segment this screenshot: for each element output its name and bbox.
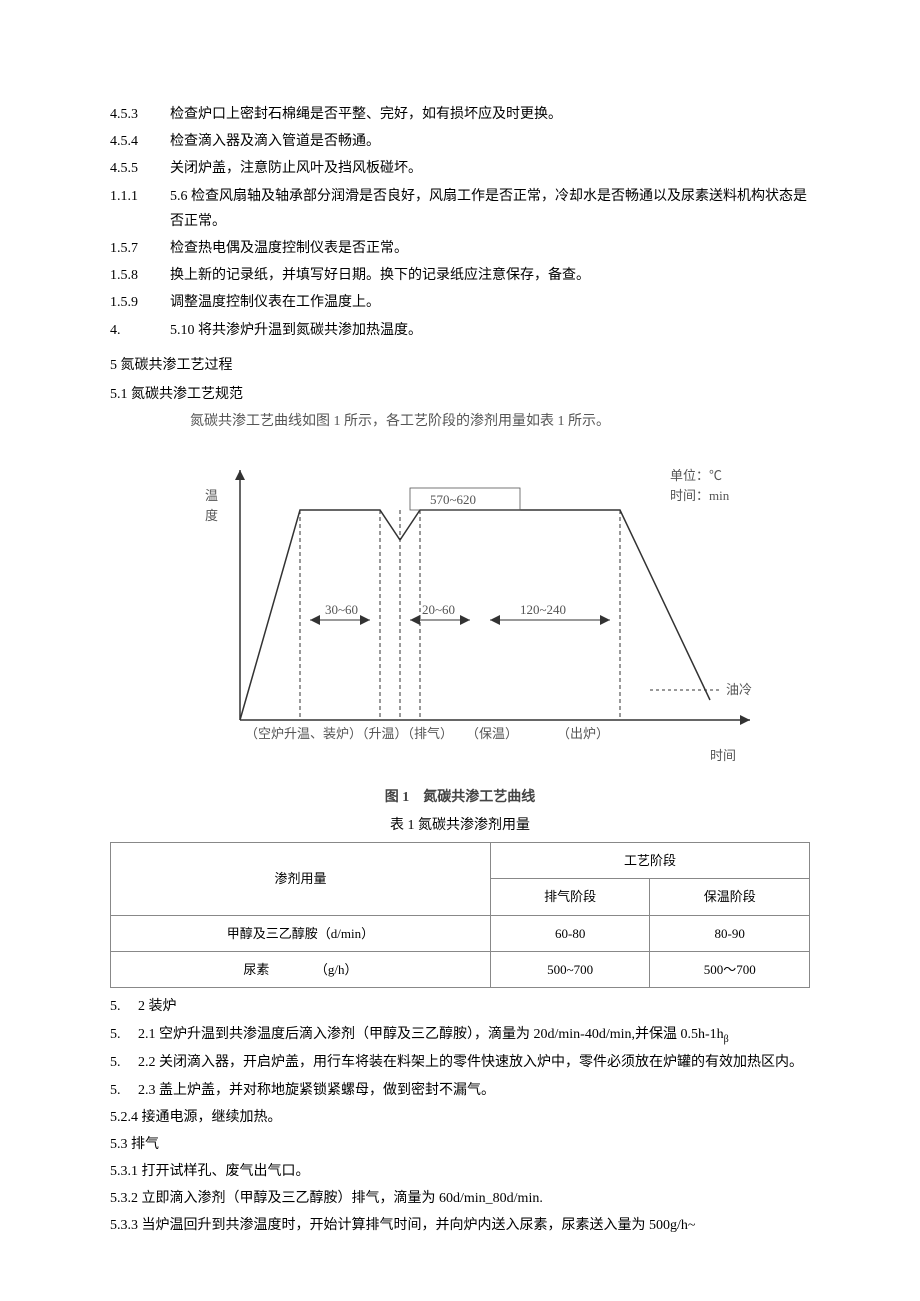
item-text: 检查热电偶及温度控制仪表是否正常。 [170, 236, 810, 261]
svg-text:单位：℃: 单位：℃ [670, 468, 722, 483]
item-text: 2 装炉 [138, 994, 810, 1019]
item-number: 5. [110, 1078, 130, 1103]
list-item: 5.3.3 当炉温回升到共渗温度时，开始计算排气时间，并向炉内送入尿素，尿素送入… [110, 1213, 810, 1238]
item-text: 换上新的记录纸，并填写好日期。换下的记录纸应注意保存，备查。 [170, 263, 810, 288]
list-item: 5.3.1 打开试样孔、废气出气口。 [110, 1159, 810, 1184]
process-curve-svg: 温度 单位：℃ 时间：min 570~620 30~60 20~60 120~240 油冷 （空… [110, 440, 810, 770]
table-cell: 60-80 [490, 915, 650, 951]
list-item: 4. 5.10 将共渗炉升温到氮碳共渗加热温度。 [110, 318, 810, 343]
svg-text:时间: 时间 [710, 748, 736, 763]
svg-text:时间：min: 时间：min [670, 488, 730, 503]
item-number: 4.5.3 [110, 102, 150, 127]
item-text: 5.10 将共渗炉升温到氮碳共渗加热温度。 [170, 318, 810, 343]
item-number: 5. [110, 1050, 130, 1075]
list-item: 1.5.8 换上新的记录纸，并填写好日期。换下的记录纸应注意保存，备查。 [110, 263, 810, 288]
list-item: 5.3.2 立即滴入渗剂（甲醇及三乙醇胺）排气，滴量为 60d/min_80d/… [110, 1186, 810, 1211]
table-row: 尿素 （g/h） 500~700 500～700 [111, 951, 810, 987]
svg-text:度: 度 [205, 508, 218, 523]
item-number: 1.5.9 [110, 290, 150, 315]
process-curve-chart: 温度 单位：℃ 时间：min 570~620 30~60 20~60 120~240 油冷 （空… [110, 440, 810, 779]
svg-text:30~60: 30~60 [325, 602, 358, 617]
item-number: 1.1.1 [110, 184, 150, 234]
svg-text:120~240: 120~240 [520, 602, 566, 617]
figure-1-caption: 图 1 氮碳共渗工艺曲线 [110, 785, 810, 810]
item-number: 4.5.5 [110, 156, 150, 181]
list-item: 5. 2.3 盖上炉盖，并对称地旋紧锁紧螺母，做到密封不漏气。 [110, 1078, 810, 1103]
item-text: 2.3 盖上炉盖，并对称地旋紧锁紧螺母，做到密封不漏气。 [138, 1078, 810, 1103]
list-item: 1.5.7 检查热电偶及温度控制仪表是否正常。 [110, 236, 810, 261]
item-number: 4. [110, 318, 150, 343]
list-item: 4.5.5 关闭炉盖，注意防止风叶及挡风板碰坏。 [110, 156, 810, 181]
table-cell: 尿素 （g/h） [111, 951, 491, 987]
item-text: 关闭炉盖，注意防止风叶及挡风板碰坏。 [170, 156, 810, 181]
list-item: 5. 2 装炉 [110, 994, 810, 1019]
table-header-usage: 渗剂用量 [111, 842, 491, 915]
list-item: 5. 2.2 关闭滴入器，开启炉盖，用行车将装在料架上的零件快速放入炉中，零件必须… [110, 1050, 810, 1075]
svg-text:油冷: 油冷 [726, 682, 752, 697]
table-header-holding: 保温阶段 [650, 879, 810, 915]
table-cell: 80-90 [650, 915, 810, 951]
table-1-caption: 表 1 氮碳共渗渗剂用量 [110, 813, 810, 838]
svg-text:温: 温 [205, 488, 218, 503]
table-header-exhaust: 排气阶段 [490, 879, 650, 915]
item-text: 5.6 检查风扇轴及轴承部分润滑是否良好，风扇工作是否正常，冷却水是否畅通以及尿… [170, 184, 810, 234]
list-item: 4.5.4 检查滴入器及滴入管道是否畅通。 [110, 129, 810, 154]
item-number: 4.5.4 [110, 129, 150, 154]
item-text: 调整温度控制仪表在工作温度上。 [170, 290, 810, 315]
furnace-loading-steps-list: 5. 2 装炉 5. 2.1 空炉升温到共渗温度后滴入渗剂（甲醇及三乙醇胺），滴量为 … [110, 994, 810, 1238]
list-item: 4.5.3 检查炉口上密封石棉绳是否平整、完好，如有损坏应及时更换。 [110, 102, 810, 127]
svg-text:570~620: 570~620 [430, 492, 476, 507]
subscript: β [724, 1033, 729, 1044]
item-number: 1.5.7 [110, 236, 150, 261]
table-row: 甲醇及三乙醇胺（d/min） 60-80 80-90 [111, 915, 810, 951]
list-item: 5. 2.1 空炉升温到共渗温度后滴入渗剂（甲醇及三乙醇胺），滴量为 20d/mi… [110, 1022, 810, 1049]
section-5-1-heading: 5.1 氮碳共渗工艺规范 [110, 382, 810, 407]
reagent-dosage-table: 渗剂用量 工艺阶段 排气阶段 保温阶段 甲醇及三乙醇胺（d/min） 60-80… [110, 842, 810, 989]
item-text: 检查滴入器及滴入管道是否畅通。 [170, 129, 810, 154]
list-item: 1.1.1 5.6 检查风扇轴及轴承部分润滑是否良好，风扇工作是否正常，冷却水是否… [110, 184, 810, 234]
section-5-heading: 5 氮碳共渗工艺过程 [110, 353, 810, 378]
item-number: 5. [110, 1022, 130, 1049]
table-cell: 500～700 [650, 951, 810, 987]
table-row: 渗剂用量 工艺阶段 [111, 842, 810, 878]
table-cell: 500~700 [490, 951, 650, 987]
list-item: 1.5.9 调整温度控制仪表在工作温度上。 [110, 290, 810, 315]
svg-text:20~60: 20~60 [422, 602, 455, 617]
list-item: 5.3 排气 [110, 1132, 810, 1157]
item-text: 2.1 空炉升温到共渗温度后滴入渗剂（甲醇及三乙醇胺），滴量为 20d/min-… [138, 1022, 810, 1049]
item-number: 1.5.8 [110, 263, 150, 288]
item-number: 5. [110, 994, 130, 1019]
table-cell: 甲醇及三乙醇胺（d/min） [111, 915, 491, 951]
table-header-stage: 工艺阶段 [490, 842, 809, 878]
preparation-steps-list: 4.5.3 检查炉口上密封石棉绳是否平整、完好，如有损坏应及时更换。 4.5.4 检查… [110, 102, 810, 343]
figure-intro-text: 氮碳共渗工艺曲线如图 1 所示，各工艺阶段的渗剂用量如表 1 所示。 [190, 409, 810, 434]
list-item: 5.2.4 接通电源，继续加热。 [110, 1105, 810, 1130]
item-text: 2.2 关闭滴入器，开启炉盖，用行车将装在料架上的零件快速放入炉中，零件必须放在… [138, 1050, 810, 1075]
svg-text:（空炉升温、装炉）（升温）（排气） （保温） （出炉: （空炉升温、装炉）（升温）（排气） （保温） （出炉） [245, 726, 609, 741]
item-text: 检查炉口上密封石棉绳是否平整、完好，如有损坏应及时更换。 [170, 102, 810, 127]
